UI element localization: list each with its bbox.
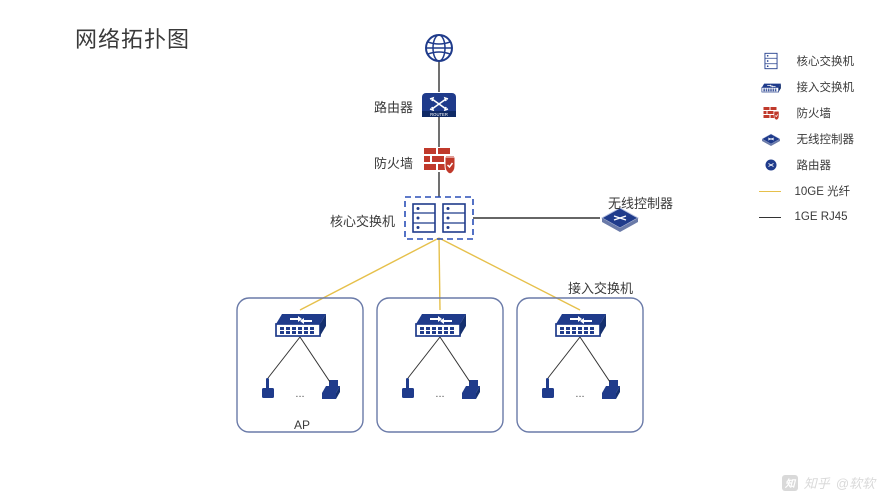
legend-label: 接入交换机 <box>797 79 855 95</box>
access-zone: ... <box>377 298 503 432</box>
legend-item: 路由器 <box>759 152 855 178</box>
core-switch-icon <box>443 204 465 232</box>
firewall-icon <box>759 104 783 122</box>
legend-label: 1GE RJ45 <box>795 211 848 223</box>
access-switch-label: 接入交换机 <box>568 278 633 297</box>
svg-text:...: ... <box>295 388 304 400</box>
svg-text:...: ... <box>575 388 584 400</box>
svg-text:...: ... <box>435 388 444 400</box>
watermark-author: @软软 <box>836 473 875 492</box>
legend-item: 接入交换机 <box>759 74 855 100</box>
access-zone: ... <box>517 298 643 432</box>
watermark-brand: 知乎 <box>804 473 830 492</box>
firewall-label: 防火墙 <box>374 153 413 172</box>
router-icon <box>422 93 456 117</box>
zhihu-icon: 知 <box>782 475 798 491</box>
legend-item: 10GE 光纤 <box>759 178 855 204</box>
ap-label: AP <box>294 418 310 432</box>
core-switch-label: 核心交换机 <box>330 211 395 230</box>
legend: 核心交换机 接入交换机 防火墙 无线控制器 路由器 10GE 光纤 1GE RJ… <box>759 48 855 230</box>
wlan-ctrl-icon <box>759 131 783 147</box>
firewall-icon <box>424 148 455 174</box>
legend-item: 核心交换机 <box>759 48 855 74</box>
router-icon <box>759 157 783 173</box>
topology-canvas: ROUTER <box>0 0 889 500</box>
legend-label: 无线控制器 <box>797 131 855 147</box>
fiber-line-icon <box>759 191 781 192</box>
rj45-line-icon <box>759 217 781 218</box>
legend-label: 防火墙 <box>797 105 832 121</box>
core-switch-icon <box>759 51 783 71</box>
legend-item: 无线控制器 <box>759 126 855 152</box>
access-zone: ... <box>237 298 363 432</box>
legend-item: 防火墙 <box>759 100 855 126</box>
access-switch-icon <box>759 79 783 95</box>
router-label: 路由器 <box>374 97 413 116</box>
legend-label: 核心交换机 <box>797 53 855 69</box>
legend-label: 10GE 光纤 <box>795 183 851 199</box>
watermark: 知 知乎 @软软 <box>782 473 875 492</box>
legend-label: 路由器 <box>797 157 832 173</box>
wlan-ctrl-label: 无线控制器 <box>608 193 673 212</box>
core-switch-icon <box>413 204 435 232</box>
legend-item: 1GE RJ45 <box>759 204 855 230</box>
globe-icon <box>426 35 452 61</box>
